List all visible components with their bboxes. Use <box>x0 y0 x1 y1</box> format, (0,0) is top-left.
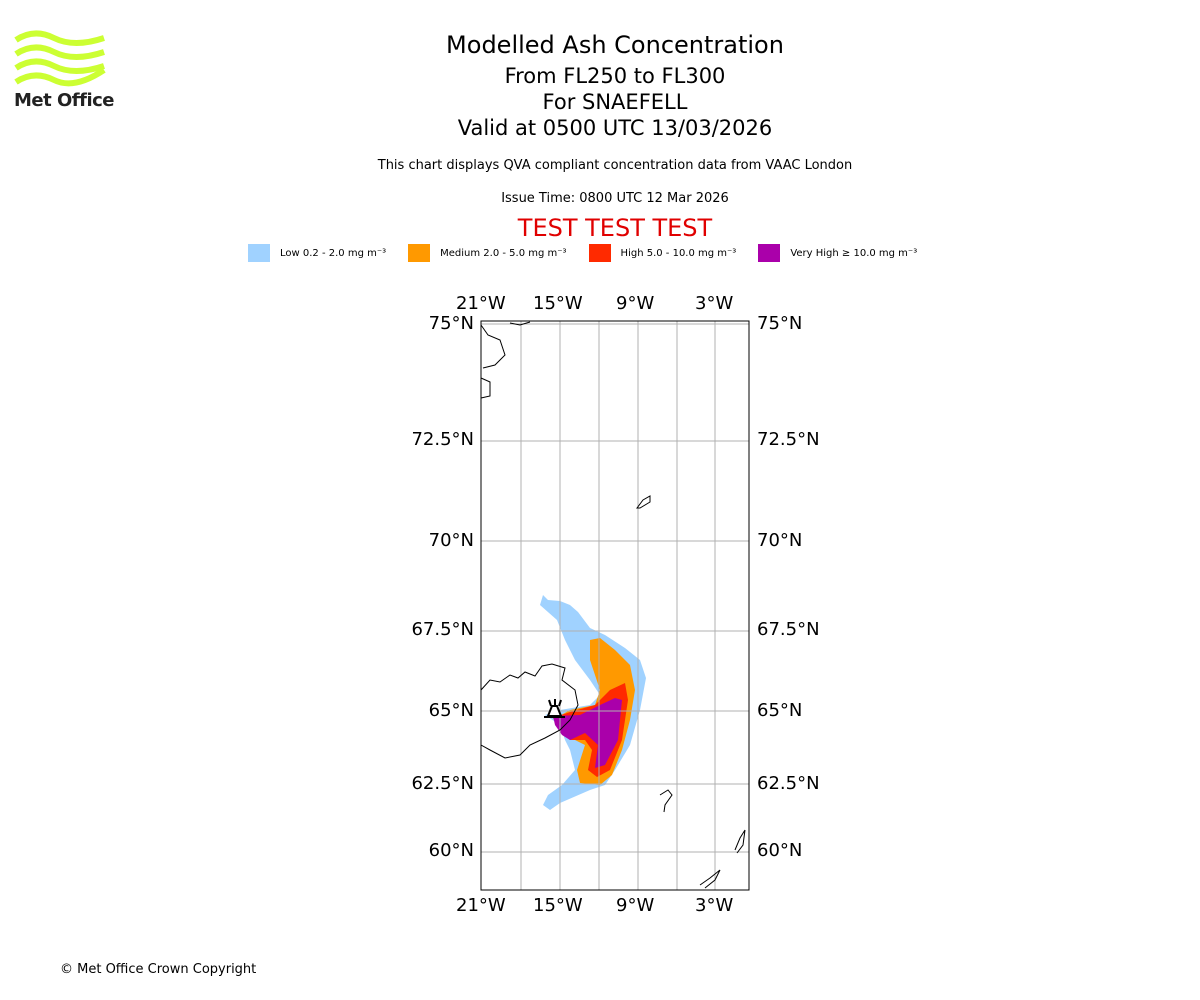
lon-label: 21°W <box>456 293 506 314</box>
legend-swatch <box>408 244 431 262</box>
logo-waves-icon <box>14 30 106 87</box>
lon-label: 21°W <box>456 895 506 916</box>
chart-title: Modelled Ash Concentration <box>446 31 784 59</box>
volcano-icon <box>544 699 565 718</box>
legend-swatch <box>758 244 781 262</box>
lat-label: 70°N <box>757 530 803 551</box>
lat-label: 75°N <box>757 313 803 334</box>
map-frame <box>480 320 750 891</box>
copyright: © Met Office Crown Copyright <box>60 962 257 977</box>
legend-swatch <box>588 244 611 262</box>
lat-label: 70°N <box>428 530 474 551</box>
logo-text: Met Office <box>14 90 115 111</box>
coastlines <box>480 321 746 889</box>
legend-label: Low 0.2 - 2.0 mg m⁻³ <box>280 247 387 259</box>
test-banner: TEST TEST TEST <box>517 214 713 242</box>
issue-time: Issue Time: 0800 UTC 12 Mar 2026 <box>501 191 729 206</box>
lat-label: 62.5°N <box>757 773 820 794</box>
lon-label: 3°W <box>695 895 734 916</box>
met-office-logo <box>14 30 106 92</box>
lat-label: 67.5°N <box>411 619 474 640</box>
valid-time: Valid at 0500 UTC 13/03/2026 <box>457 116 773 140</box>
lon-label: 15°W <box>533 895 583 916</box>
gridlines <box>481 321 749 890</box>
lat-label: 75°N <box>428 313 474 334</box>
legend-label: Very High ≥ 10.0 mg m⁻³ <box>790 247 918 259</box>
description: This chart displays QVA compliant concen… <box>377 158 853 173</box>
lat-label: 65°N <box>757 700 803 721</box>
lat-label: 65°N <box>428 700 474 721</box>
legend-label: High 5.0 - 10.0 mg m⁻³ <box>620 247 737 259</box>
lon-label: 9°W <box>616 293 655 314</box>
lat-label: 72.5°N <box>411 429 474 450</box>
lat-label: 60°N <box>428 840 474 861</box>
lat-label: 60°N <box>757 840 803 861</box>
volcano-name: For SNAEFELL <box>542 90 688 114</box>
legend-item-very-high: Very High ≥ 10.0 mg m⁻³ <box>758 244 917 262</box>
legend: Low 0.2 - 2.0 mg m⁻³ Medium 2.0 - 5.0 mg… <box>248 244 939 262</box>
legend-label: Medium 2.0 - 5.0 mg m⁻³ <box>440 247 567 259</box>
lat-label: 72.5°N <box>757 429 820 450</box>
legend-swatch <box>248 244 270 262</box>
legend-item-high: High 5.0 - 10.0 mg m⁻³ <box>588 244 737 262</box>
flight-levels: From FL250 to FL300 <box>504 64 726 88</box>
lat-label: 62.5°N <box>411 773 474 794</box>
legend-item-low: Low 0.2 - 2.0 mg m⁻³ <box>248 244 386 262</box>
lon-label: 9°W <box>616 895 655 916</box>
lat-label: 67.5°N <box>757 619 820 640</box>
lon-label: 15°W <box>533 293 583 314</box>
lon-label: 3°W <box>695 293 734 314</box>
legend-item-medium: Medium 2.0 - 5.0 mg m⁻³ <box>408 244 567 262</box>
ash-very-high <box>553 698 622 768</box>
